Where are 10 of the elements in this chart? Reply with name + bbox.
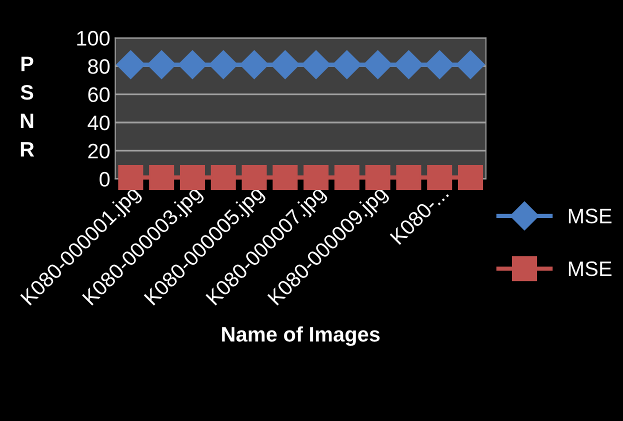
x-axis-title: Name of Images bbox=[222, 326, 380, 346]
y-axis-title: PSNR bbox=[20, 56, 34, 157]
legend-label: MSE bbox=[568, 261, 612, 276]
y-tick-label: 40 bbox=[88, 116, 110, 130]
y-tick-label: 0 bbox=[100, 172, 110, 187]
y-tick-label: 100 bbox=[77, 30, 110, 46]
y-tick-label: 20 bbox=[88, 144, 110, 158]
y-tick-label: 60 bbox=[88, 87, 110, 102]
legend-label: MSE bbox=[568, 208, 612, 224]
y-tick-label: 80 bbox=[88, 59, 110, 74]
